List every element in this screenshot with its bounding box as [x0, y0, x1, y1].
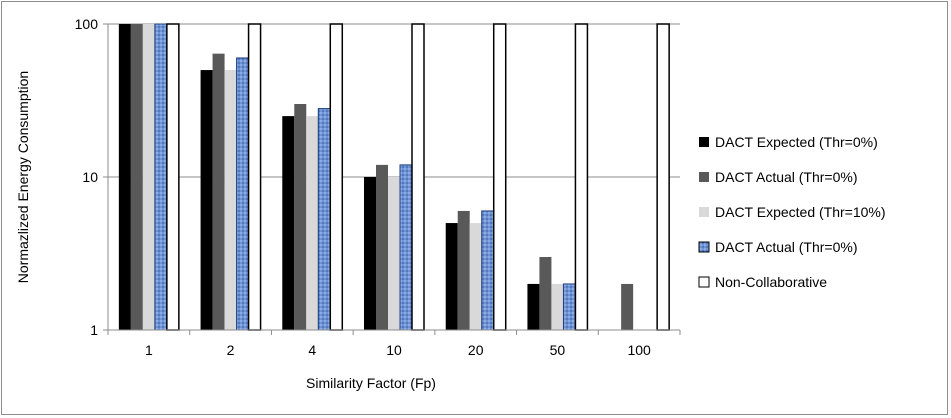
- tick-labels: 1 10 100 1 2 4 10 20 50 100: [75, 16, 651, 358]
- y-tick-label: 10: [82, 169, 98, 185]
- bar: [376, 164, 388, 330]
- bar: [388, 177, 400, 330]
- bar: [329, 23, 344, 331]
- legend-swatch: [699, 137, 709, 147]
- x-tick-label: 2: [227, 342, 235, 358]
- bar: [154, 23, 168, 331]
- bar: [118, 24, 131, 330]
- bar: [317, 108, 331, 331]
- legend-label: DACT Actual (Thr=0%): [715, 239, 858, 255]
- x-tick-label: 50: [550, 342, 566, 358]
- bar: [166, 23, 180, 331]
- bar: [621, 283, 634, 330]
- bar: [212, 53, 225, 330]
- y-tick-label: 1: [90, 322, 98, 338]
- bar: [527, 283, 540, 330]
- bar: [469, 223, 482, 330]
- legend-label: DACT Expected (Thr=0%): [715, 134, 878, 150]
- bar: [224, 70, 237, 330]
- legend-swatch: [699, 172, 709, 182]
- bar: [247, 23, 262, 331]
- legend-swatch: [698, 241, 710, 253]
- bar: [492, 23, 507, 331]
- bar: [306, 116, 319, 331]
- bar: [294, 104, 307, 330]
- y-tick-label: 100: [75, 16, 99, 32]
- bar: [562, 283, 576, 331]
- bar: [539, 257, 552, 330]
- y-axis-title: Normazlized Energy Consumption: [15, 71, 31, 283]
- axes: [103, 23, 681, 335]
- x-tick-label: 1: [145, 342, 153, 358]
- bar: [551, 283, 564, 330]
- bar: [130, 24, 143, 330]
- legend-swatch: [698, 276, 710, 288]
- bar: [399, 164, 413, 331]
- bars: [118, 23, 670, 331]
- x-axis-title: Similarity Factor (Fp): [306, 375, 436, 391]
- x-tick-label: 4: [308, 342, 316, 358]
- legend-label: Non-Collaborative: [715, 274, 827, 290]
- x-tick-label: 10: [386, 342, 402, 358]
- legend: DACT Expected (Thr=0%) DACT Actual (Thr=0…: [698, 134, 886, 290]
- bar: [445, 223, 458, 330]
- bar: [282, 116, 295, 331]
- bar: [236, 57, 250, 331]
- x-tick-label: 100: [627, 342, 651, 358]
- bar: [574, 23, 589, 331]
- bar: [481, 210, 495, 331]
- x-tick-label: 20: [468, 342, 484, 358]
- legend-swatch: [699, 207, 709, 217]
- legend-label: DACT Expected (Thr=10%): [715, 204, 886, 220]
- bar: [142, 24, 155, 330]
- bar: [411, 23, 425, 331]
- bar: [457, 210, 470, 330]
- bar: [656, 23, 670, 331]
- legend-label: DACT Actual (Thr=0%): [715, 169, 858, 185]
- bar: [200, 70, 213, 330]
- bar: [364, 177, 376, 330]
